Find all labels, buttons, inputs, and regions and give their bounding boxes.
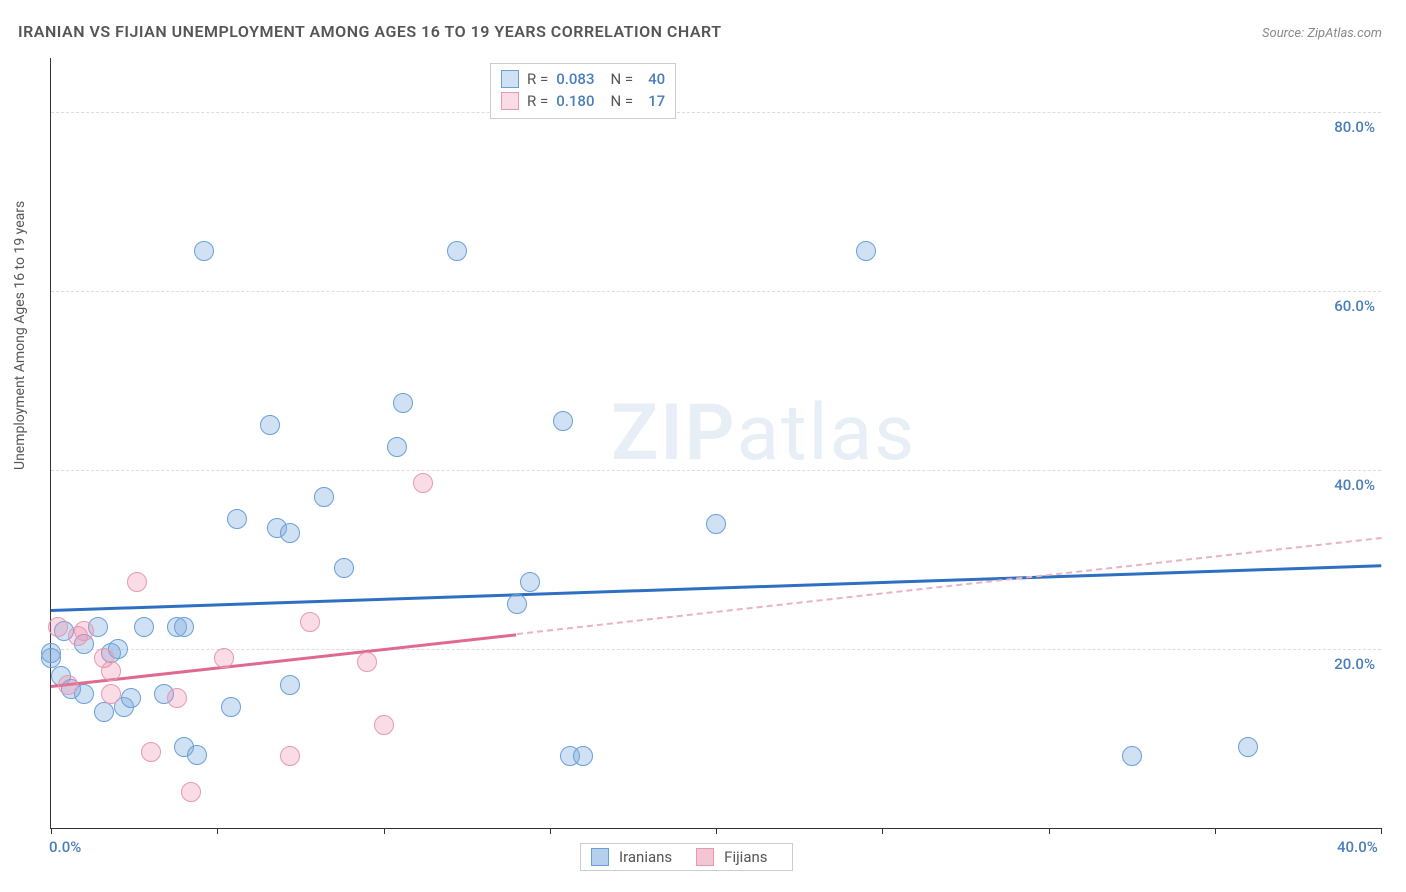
x-tick-label: 40.0% xyxy=(1337,838,1378,856)
x-tick xyxy=(1381,828,1382,834)
source-label: Source: ZipAtlas.com xyxy=(1262,26,1382,41)
y-tick-label: 60.0% xyxy=(1334,297,1375,315)
fijian-point xyxy=(167,688,187,708)
iranian-point xyxy=(573,746,593,766)
fijian-point xyxy=(181,782,201,802)
iranian-point xyxy=(194,241,214,261)
gridline xyxy=(51,291,1381,292)
gridline xyxy=(51,112,1381,113)
fijian-point xyxy=(101,684,121,704)
iranian-point xyxy=(1238,737,1258,757)
fijian-swatch xyxy=(501,92,519,110)
iranian-point xyxy=(260,415,280,435)
fijian-point xyxy=(141,742,161,762)
y-tick-label: 80.0% xyxy=(1334,118,1375,136)
x-tick xyxy=(1215,828,1216,834)
iranian-point xyxy=(94,702,114,722)
iranian-point xyxy=(221,697,241,717)
iranian-point xyxy=(41,648,61,668)
x-tick xyxy=(1049,828,1050,834)
x-tick xyxy=(716,828,717,834)
stats-r-value: 0.083 xyxy=(556,68,594,90)
iranian-point xyxy=(187,745,207,765)
fijian-point xyxy=(74,621,94,641)
iranian-point xyxy=(856,241,876,261)
fijian-point xyxy=(58,675,78,695)
iranian-swatch xyxy=(501,70,519,88)
stats-r-label: R = xyxy=(527,68,548,90)
iranian-point xyxy=(121,688,141,708)
legend-swatch xyxy=(591,848,609,866)
iranian-point xyxy=(553,411,573,431)
iranian-point xyxy=(134,617,154,637)
stats-row: R = 0.083 N = 40 xyxy=(501,68,665,90)
iranian-point xyxy=(174,617,194,637)
fijian-point xyxy=(280,746,300,766)
fijian-point xyxy=(127,572,147,592)
y-tick-label: 20.0% xyxy=(1334,655,1375,673)
x-tick-label: 0.0% xyxy=(49,838,81,856)
stats-n-value: 40 xyxy=(641,68,665,90)
legend-label: Iranians xyxy=(619,848,672,866)
legend-label: Fijians xyxy=(724,848,767,866)
stats-r-label: R = xyxy=(527,90,548,112)
fijian-point xyxy=(413,473,433,493)
stats-row: R = 0.180 N = 17 xyxy=(501,90,665,112)
iranian-point xyxy=(520,572,540,592)
x-tick xyxy=(550,828,551,834)
legend-swatch xyxy=(696,848,714,866)
x-tick xyxy=(217,828,218,834)
x-tick xyxy=(882,828,883,834)
iranian-point xyxy=(387,437,407,457)
fijian-point xyxy=(300,612,320,632)
stats-r-value: 0.180 xyxy=(556,90,594,112)
iranian-point xyxy=(447,241,467,261)
stats-n-label: N = xyxy=(610,90,633,112)
gridline xyxy=(51,649,1381,650)
plot-area: ZIPatlas 20.0%40.0%60.0%80.0%0.0%40.0% xyxy=(50,58,1381,829)
iranian-point xyxy=(706,514,726,534)
chart-container: IRANIAN VS FIJIAN UNEMPLOYMENT AMONG AGE… xyxy=(0,0,1406,892)
iranian-point xyxy=(334,558,354,578)
fijian-trendline-extrapolated xyxy=(516,537,1381,635)
iranian-point xyxy=(1122,746,1142,766)
fijian-point xyxy=(101,661,121,681)
stats-n-value: 17 xyxy=(641,90,665,112)
iranian-point xyxy=(393,393,413,413)
fijian-point xyxy=(214,648,234,668)
fijian-point xyxy=(48,617,68,637)
x-tick xyxy=(384,828,385,834)
y-tick-label: 40.0% xyxy=(1334,476,1375,494)
iranian-point xyxy=(314,487,334,507)
x-tick xyxy=(51,828,52,834)
series-legend: Iranians Fijians xyxy=(580,843,793,871)
iranian-point xyxy=(507,594,527,614)
stats-n-label: N = xyxy=(610,68,633,90)
iranian-point xyxy=(227,509,247,529)
iranian-point xyxy=(280,675,300,695)
iranian-trendline xyxy=(51,564,1381,612)
fijian-point xyxy=(374,715,394,735)
gridline xyxy=(51,470,1381,471)
iranian-point xyxy=(280,523,300,543)
fijian-point xyxy=(357,652,377,672)
watermark: ZIPatlas xyxy=(611,388,916,479)
y-axis-label: Unemployment Among Ages 16 to 19 years xyxy=(12,201,28,470)
stats-legend: R = 0.083 N = 40 R = 0.180 N = 17 xyxy=(490,63,676,119)
chart-title: IRANIAN VS FIJIAN UNEMPLOYMENT AMONG AGE… xyxy=(18,22,722,41)
